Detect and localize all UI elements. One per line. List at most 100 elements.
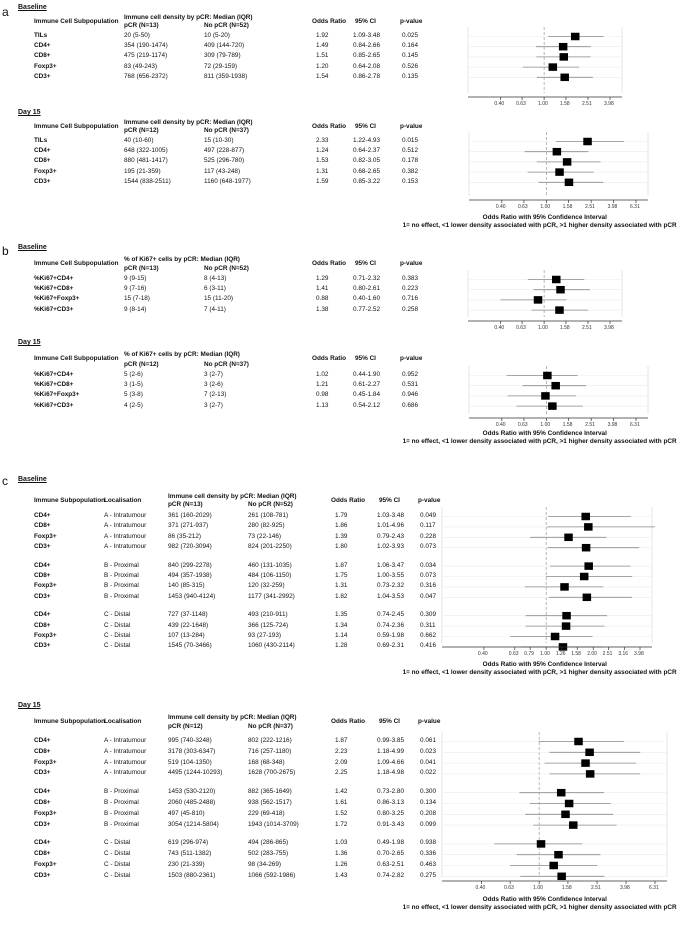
- row-nopcr-median: 98 (34-269): [248, 861, 282, 868]
- row-localisation: B - Proximal: [104, 809, 139, 817]
- row-odds-ratio: 1.87: [335, 561, 348, 569]
- row-label: CD4+: [34, 512, 51, 519]
- x-axis-tick-label: 0.40: [494, 101, 505, 107]
- row-ci: 0.71-2.32: [353, 275, 381, 282]
- row-label: CD3+: [34, 642, 51, 650]
- row-localisation: C - Distal: [104, 850, 131, 858]
- odds-ratio-marker: [570, 32, 580, 41]
- row-pvalue: 0.034: [420, 561, 436, 569]
- row-pvalue: 0.336: [420, 850, 436, 858]
- x-axis-tick-label: 6.31: [649, 885, 659, 891]
- odds-ratio-marker: [560, 73, 569, 82]
- row-ci: 0.68-2.65: [353, 167, 381, 175]
- row-localisation: B - Proximal: [104, 561, 139, 569]
- x-axis-tick-label: 0.40: [477, 651, 488, 657]
- row-localisation: B - Proximal: [104, 820, 139, 828]
- row-ci: 0.74-2.82: [377, 871, 405, 879]
- odds-ratio-marker: [564, 799, 574, 808]
- row-label: CD3+: [34, 543, 51, 551]
- row-pcr-median: 3054 (1214-5804): [168, 820, 219, 828]
- row-localisation: A - Intratumour: [104, 769, 147, 777]
- row-ci: 0.80-2.61: [353, 285, 381, 293]
- col-header-pvalue: p-value: [400, 18, 423, 25]
- odds-ratio-marker: [554, 850, 563, 859]
- row-ci: 0.70-2.65: [377, 850, 405, 858]
- row-localisation: A - Intratumour: [104, 532, 147, 540]
- row-pcr-median: 475 (219-1174): [124, 52, 168, 60]
- row-pcr-median: 743 (511-1382): [168, 850, 212, 858]
- row-pcr-median: 3 (1-5): [124, 381, 143, 389]
- row-nopcr-median: 802 (222-1216): [248, 737, 292, 744]
- row-ci: 1.18-4.98: [377, 769, 405, 777]
- row-label: CD8+: [34, 747, 51, 755]
- row-ci: 0.73-2.80: [377, 788, 405, 796]
- row-odds-ratio: 1.80: [335, 543, 348, 551]
- row-localisation: C - Distal: [104, 632, 131, 639]
- row-label: CD8+: [34, 572, 51, 579]
- row-ci: 0.69-2.31: [377, 642, 405, 650]
- odds-ratio-marker: [585, 770, 595, 778]
- col-header-ci: 95% CI: [355, 123, 376, 130]
- row-pcr-median: 195 (21-359): [124, 167, 161, 175]
- row-odds-ratio: 1.92: [316, 32, 329, 39]
- row-pvalue: 0.015: [402, 137, 418, 144]
- col-header-pcr: pCR (N=13): [124, 22, 159, 29]
- row-pvalue: 0.208: [420, 809, 436, 817]
- x-axis-tick-label: 0.63: [504, 885, 514, 891]
- row-pcr-median: 4495 (1244-10293): [168, 769, 223, 777]
- row-nopcr-median: 3 (2-6): [204, 381, 223, 389]
- odds-ratio-marker: [581, 512, 590, 521]
- col-header-nopcr: No pCR (N=37): [204, 127, 249, 134]
- odds-ratio-marker: [581, 759, 590, 767]
- row-odds-ratio: 1.54: [316, 72, 329, 80]
- row-pvalue: 0.463: [420, 861, 436, 868]
- row-pcr-median: 494 (357-1938): [168, 572, 212, 579]
- x-axis-tick-label: 2.51: [591, 885, 601, 891]
- row-pcr-median: 9 (7-16): [124, 285, 147, 293]
- odds-ratio-marker: [557, 872, 566, 881]
- row-nopcr-median: 1943 (1014-3709): [248, 820, 299, 828]
- row-odds-ratio: 1.26: [335, 861, 348, 868]
- row-nopcr-median: 484 (106-1150): [248, 572, 292, 579]
- row-localisation: A - Intratumour: [104, 522, 147, 530]
- x-axis-tick-label: 1.58: [559, 325, 570, 331]
- x-axis-tick-label: 3.98: [620, 885, 630, 891]
- row-label: Foxp3+: [34, 758, 57, 766]
- row-pcr-median: 86 (35-212): [168, 532, 202, 540]
- row-label: CD4+: [34, 788, 51, 796]
- row-odds-ratio: 2.09: [335, 758, 348, 766]
- col-header-nopcr: No pCR (N=37): [204, 361, 249, 368]
- row-pcr-median: 727 (37-1148): [168, 611, 208, 619]
- x-axis-tick-label: 1.00: [540, 651, 550, 657]
- row-pcr-median: 354 (190-1474): [124, 42, 168, 50]
- row-ci: 0.84-2.66: [353, 42, 381, 50]
- row-pvalue: 0.223: [402, 285, 418, 293]
- row-odds-ratio: 0.98: [316, 391, 329, 399]
- row-nopcr-median: 168 (68-348): [248, 758, 285, 766]
- row-pcr-median: 1545 (70-3466): [168, 642, 212, 650]
- row-nopcr-median: 1060 (430-2114): [248, 642, 295, 650]
- odds-ratio-marker: [533, 296, 543, 304]
- row-ci: 0.74-2.36: [377, 621, 405, 629]
- x-axis-tick-label: 1.26: [555, 651, 566, 657]
- row-pcr-median: 497 (45-810): [168, 809, 205, 817]
- row-label: %Ki67+CD3+: [34, 401, 74, 409]
- row-localisation: A - Intratumour: [104, 512, 147, 519]
- row-odds-ratio: 1.03: [335, 839, 348, 847]
- row-label: CD4+: [34, 42, 51, 50]
- row-ci: 0.99-3.85: [377, 737, 405, 744]
- row-odds-ratio: 1.29: [316, 275, 329, 282]
- row-label: CD4+: [34, 839, 51, 847]
- row-ci: 1.22-4.93: [353, 137, 381, 144]
- col-header-ci: 95% CI: [355, 18, 376, 25]
- row-pcr-median: 40 (10-60): [124, 137, 154, 144]
- row-ci: 0.61-2.27: [353, 381, 381, 389]
- odds-ratio-marker: [569, 821, 578, 829]
- row-pvalue: 0.228: [420, 532, 436, 540]
- x-axis-tick-label: 2.00: [587, 651, 597, 657]
- x-axis-tick-label: 2.51: [582, 325, 592, 331]
- row-odds-ratio: 1.75: [335, 572, 348, 579]
- row-pvalue: 0.938: [420, 839, 436, 847]
- row-odds-ratio: 2.25: [335, 769, 348, 777]
- odds-ratio-marker: [552, 147, 562, 156]
